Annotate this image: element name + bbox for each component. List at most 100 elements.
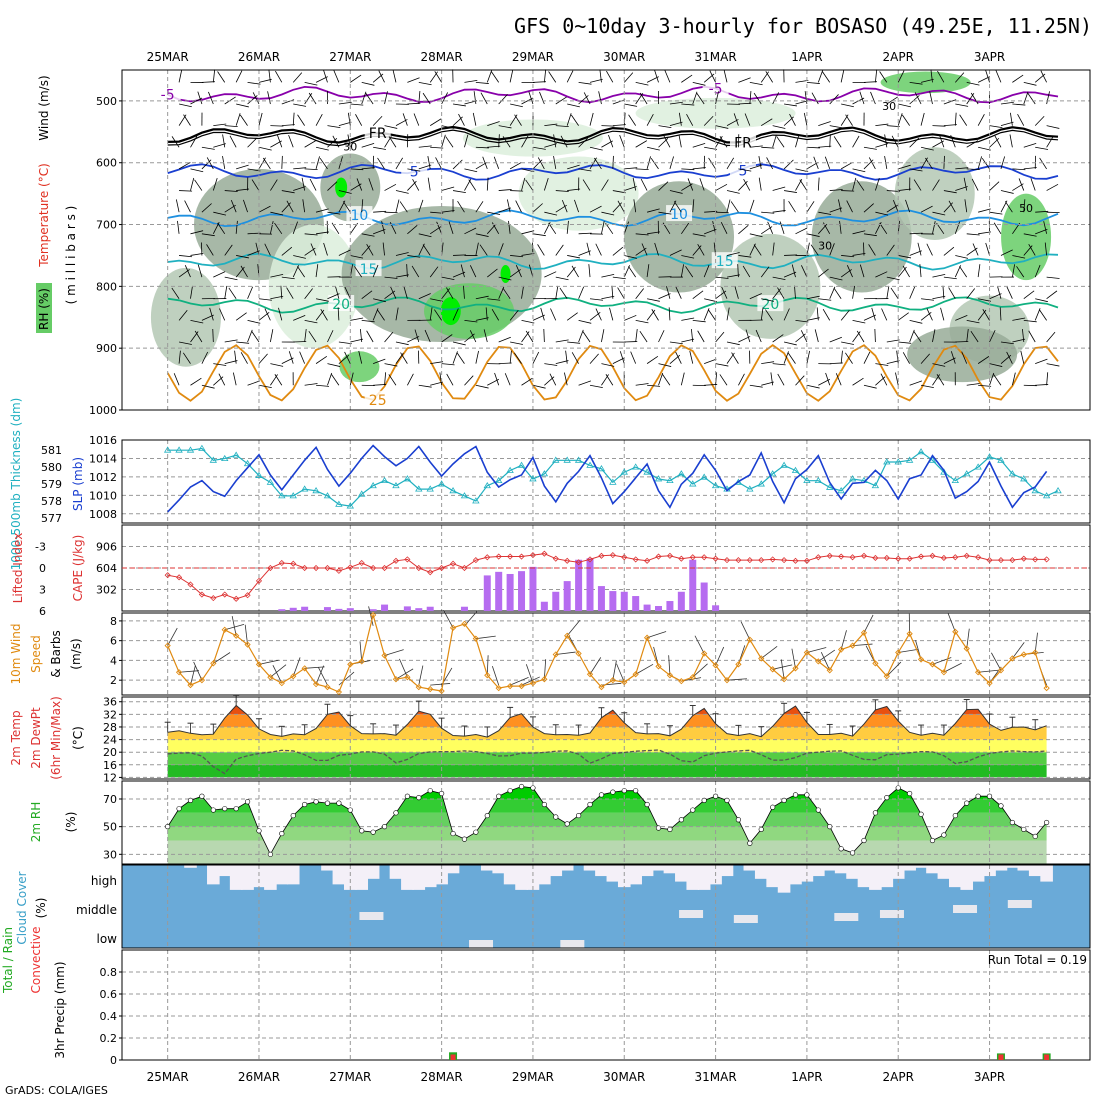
wind-barb bbox=[525, 664, 534, 684]
wind-barb bbox=[464, 227, 477, 235]
li-point bbox=[940, 554, 947, 562]
wind-speed-point bbox=[643, 634, 651, 641]
wind-barb bbox=[1046, 183, 1059, 191]
li-point bbox=[392, 557, 400, 564]
wind-barb bbox=[715, 125, 729, 129]
cloud-clear-high bbox=[218, 865, 232, 877]
credit-label: GrADS: COLA/IGES bbox=[5, 1084, 108, 1097]
wind-barb bbox=[171, 287, 180, 299]
wind-barb bbox=[258, 353, 268, 364]
cloud-clear-high bbox=[207, 865, 220, 885]
wind-barb bbox=[487, 298, 501, 301]
li-point bbox=[575, 559, 582, 566]
wind-barb bbox=[315, 231, 329, 235]
date-label-bottom: 31MAR bbox=[694, 1070, 736, 1084]
thickness-point bbox=[346, 502, 355, 509]
cloud-clear-high bbox=[812, 865, 825, 877]
wind-barb bbox=[929, 91, 933, 105]
wind-speed-point bbox=[210, 660, 217, 667]
wind-barb bbox=[601, 221, 605, 234]
cloud-clear-high bbox=[446, 865, 460, 874]
wind-barb bbox=[356, 178, 363, 191]
y-tick-label: 600 bbox=[96, 157, 117, 170]
wind-barb bbox=[978, 298, 991, 302]
wind-barb bbox=[898, 103, 911, 108]
wind-barb bbox=[709, 70, 716, 83]
wind-barb bbox=[806, 350, 811, 364]
wind-barb bbox=[463, 285, 465, 299]
rh-point bbox=[222, 806, 228, 812]
thickness-point bbox=[529, 475, 537, 482]
thickness-point bbox=[631, 463, 640, 470]
wind-barb bbox=[794, 285, 796, 299]
rh-point bbox=[633, 788, 639, 794]
thickness-line bbox=[167, 447, 1059, 507]
wind-barb bbox=[318, 667, 328, 686]
cloud-clear-high bbox=[423, 865, 437, 888]
wind-barb bbox=[726, 199, 731, 213]
wind-barb bbox=[247, 319, 261, 324]
li-point bbox=[666, 552, 673, 559]
wind-barb bbox=[635, 329, 638, 343]
wind-speed-point bbox=[312, 680, 320, 688]
wind-barb bbox=[452, 190, 466, 193]
wind-barb bbox=[293, 103, 307, 107]
cloud-clear-high bbox=[549, 865, 563, 877]
wind-barb bbox=[458, 113, 465, 126]
wind-barb bbox=[589, 298, 603, 301]
wind-barb bbox=[632, 177, 637, 191]
slp-tick-label: 1008 bbox=[89, 508, 117, 521]
rh-point bbox=[861, 837, 867, 844]
slp-tick-label: 1016 bbox=[89, 434, 117, 447]
wind-barb bbox=[875, 123, 889, 127]
wind-barb bbox=[491, 71, 500, 83]
thickness-point bbox=[380, 476, 389, 484]
wind-barb bbox=[338, 101, 352, 105]
wind-barb bbox=[286, 287, 294, 299]
contour-label: 5 bbox=[410, 164, 419, 180]
wind-barb bbox=[940, 307, 945, 321]
thickness-point bbox=[198, 444, 206, 451]
date-label-bottom: 29MAR bbox=[512, 1070, 554, 1084]
wind-barb bbox=[617, 287, 625, 299]
wind-barb bbox=[395, 252, 409, 256]
wind-barb bbox=[288, 134, 294, 148]
cloud-clear-high bbox=[401, 865, 414, 890]
wind-barb bbox=[469, 330, 477, 343]
wind-speed-point bbox=[438, 687, 445, 695]
y-tick-label: 0 bbox=[110, 1054, 117, 1067]
wind-barb bbox=[624, 186, 637, 191]
wind-barb bbox=[822, 308, 831, 321]
wind-barb bbox=[292, 657, 301, 677]
wind-barb bbox=[337, 307, 340, 321]
wind-barb bbox=[395, 190, 409, 194]
wind-barb bbox=[730, 201, 739, 213]
rh-point bbox=[827, 824, 833, 830]
wind-barb bbox=[909, 319, 923, 324]
wind-speed-point bbox=[952, 628, 959, 635]
rh-point bbox=[290, 812, 296, 819]
wind-barb bbox=[509, 162, 522, 170]
wind-barb bbox=[886, 661, 902, 677]
rh-shading bbox=[624, 181, 735, 293]
wind-axis-label: & Barbs bbox=[49, 630, 63, 678]
wind-barb bbox=[183, 114, 191, 126]
thickness-point bbox=[883, 458, 891, 465]
wind-barb bbox=[852, 230, 866, 235]
wind-barb bbox=[761, 381, 774, 386]
wind-barb bbox=[1000, 121, 1014, 127]
li-point bbox=[1043, 556, 1050, 563]
wind-barb bbox=[1046, 125, 1060, 129]
wind-barb bbox=[909, 137, 920, 148]
wind-barb bbox=[753, 244, 762, 256]
rh-axis-label: (%) bbox=[64, 812, 78, 833]
wind-barb bbox=[429, 307, 433, 321]
wind-barb bbox=[738, 255, 752, 258]
li-point bbox=[507, 553, 514, 560]
wind-barb bbox=[791, 264, 796, 278]
wind-barb bbox=[194, 330, 203, 343]
wind-barb bbox=[457, 200, 465, 213]
wind-barb bbox=[680, 372, 685, 386]
cloud-clear-high bbox=[903, 865, 916, 871]
wind-barb bbox=[418, 81, 432, 86]
